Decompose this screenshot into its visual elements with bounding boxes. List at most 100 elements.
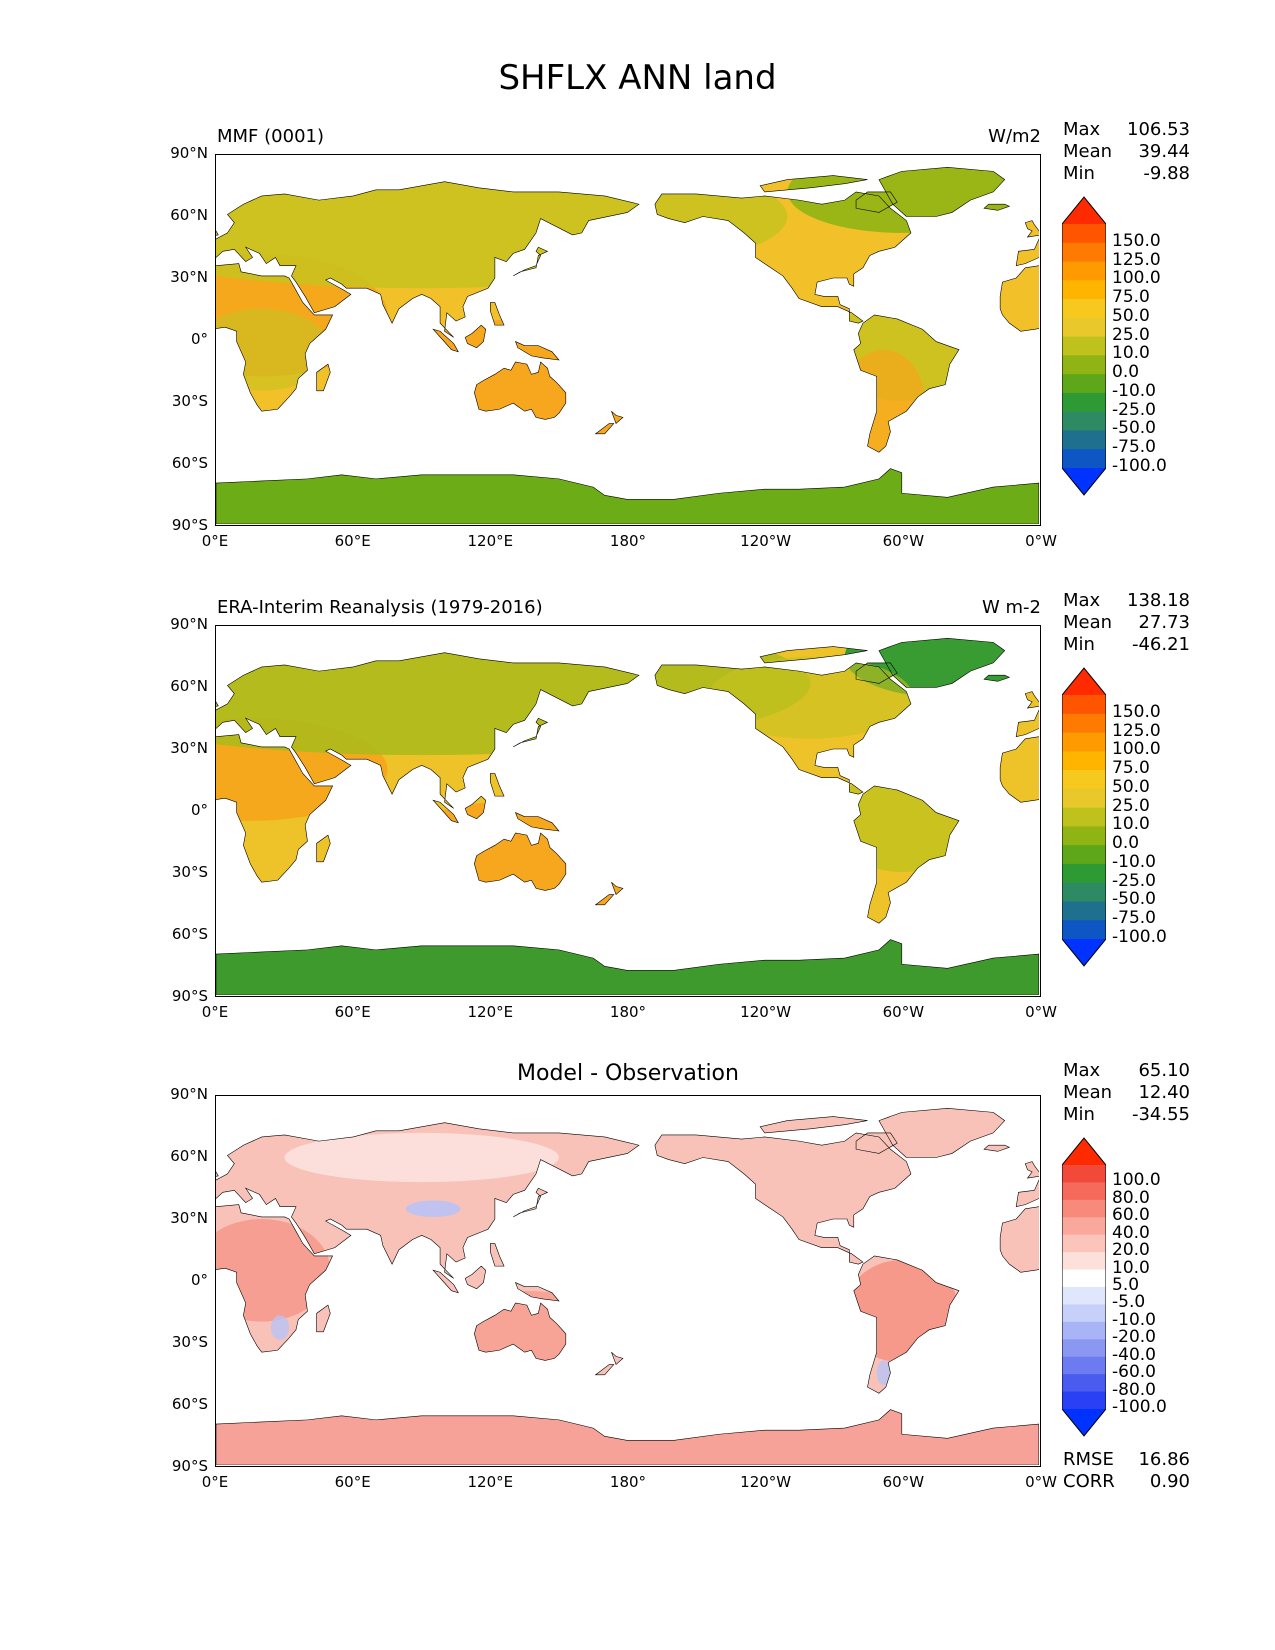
lat-tick-label: 90°N [170,615,208,633]
figure-title: SHFLX ANN land [498,58,777,98]
stat-value: -46.21 [1131,634,1190,655]
colorbar-swatch [1062,713,1106,734]
lat-tick-label: 60°S [171,454,208,472]
colorbar-tick-label: 0.0 [1112,833,1140,854]
colorbar-swatch [1062,280,1106,300]
colorbar-swatch [1062,1391,1106,1410]
lon-tick-label: 0°E [201,1003,229,1021]
stat-label: Max [1063,119,1101,140]
colorbar-swatch [1062,355,1106,375]
stat-label: Min [1063,1104,1095,1125]
colorbar-tick-label: 25.0 [1112,795,1150,816]
colorbar-tick-label: -100.0 [1112,1397,1167,1417]
colorbar-swatch [1062,920,1106,940]
stat-value: 12.40 [1138,1082,1190,1103]
colorbar-tick-label: -20.0 [1112,1327,1156,1348]
colorbar-swatch [1062,392,1106,413]
colorbar-tick-label: 40.0 [1112,1222,1150,1243]
lat-tick-label: 60°S [171,1395,208,1413]
colorbar-swatch [1062,197,1106,224]
lat-tick-label: 30°S [171,392,208,410]
colorbar-swatch [1062,449,1106,469]
panel-units: W/m2 [988,126,1041,147]
stat-value: -9.88 [1143,163,1190,184]
colorbar-swatch [1062,374,1106,394]
colorbar-tick-label: 20.0 [1112,1240,1150,1261]
lon-tick-label: 60°W [882,1473,925,1491]
colorbar-graphic [1061,667,1107,967]
metric-value: 16.86 [1138,1449,1190,1470]
colorbar-tick-label: -75.0 [1112,908,1156,929]
lat-tick-label: 30°S [171,863,208,881]
colorbar-swatch [1062,1321,1106,1340]
lat-tick-label: 60°N [170,677,208,695]
stat-label: Mean [1063,612,1113,633]
colorbar-tick-label: -100.0 [1112,456,1167,476]
coastlines [216,167,1039,524]
lat-tick-label: 30°N [170,268,208,286]
colorbar-swatch [1062,1234,1106,1253]
lon-tick-label: 0°W [1025,1473,1057,1491]
stat-label: Mean [1063,141,1113,162]
stat-label: Min [1063,163,1095,184]
lat-tick-label: 60°S [171,925,208,943]
colorbar-tick-label: 100.0 [1112,1170,1161,1191]
stat-value: 27.73 [1138,612,1190,633]
lat-tick-label: 30°N [170,739,208,757]
colorbar-swatch [1062,1252,1106,1271]
colorbar-tick-label: -10.0 [1112,1309,1156,1330]
lat-tick-label: 90°S [171,516,208,534]
map-svg [216,167,1039,524]
coastlines [216,638,1039,995]
lon-tick-label: 60°E [334,1003,371,1021]
map-plot-area [215,154,1041,526]
metric-label: RMSE [1063,1449,1114,1470]
colorbar-swatch [1062,468,1106,495]
colorbar-tick-label: -25.0 [1112,870,1156,891]
lon-tick-label: 120°W [740,1473,792,1491]
lon-tick-label: 120°W [740,532,792,550]
colorbar-tick-label: -60.0 [1112,1362,1156,1383]
lon-tick-label: 180° [609,532,647,550]
panel-title: ERA-Interim Reanalysis (1979-2016) [217,597,543,618]
panel-title: MMF (0001) [217,126,324,147]
map-plot-area [215,1095,1041,1467]
colorbar-swatch [1062,826,1106,846]
colorbar-tick-label: -100.0 [1112,927,1167,947]
lon-tick-label: 60°W [882,1003,925,1021]
land-field [216,638,1039,995]
colorbar-swatch [1062,242,1106,263]
colorbar-swatch [1062,1287,1106,1306]
colorbar-swatch [1062,1138,1106,1165]
colorbar [1061,667,1107,971]
lat-tick-label: 30°S [171,1333,208,1351]
colorbar [1061,196,1107,500]
colorbar-swatch [1062,732,1106,752]
colorbar-swatch [1062,1304,1106,1323]
colorbar-swatch [1062,668,1106,695]
map-svg [216,638,1039,995]
stat-value: 65.10 [1138,1060,1190,1081]
colorbar-swatch [1062,299,1106,319]
lat-tick-label: 0° [190,1271,208,1289]
colorbar-graphic [1061,1137,1107,1437]
lon-tick-label: 0°W [1025,1003,1057,1021]
land-field [216,1108,1039,1465]
stat-label: Max [1063,590,1101,611]
colorbar-tick-label: 125.0 [1112,249,1161,270]
stat-value: 39.44 [1138,141,1190,162]
stat-value: 106.53 [1127,119,1190,140]
colorbar-tick-label: 125.0 [1112,720,1161,741]
lon-tick-label: 120°E [467,1003,514,1021]
colorbar-tick-label: -25.0 [1112,399,1156,420]
lat-tick-label: 60°N [170,1147,208,1165]
lat-tick-label: 90°N [170,144,208,162]
coastlines [216,1108,1039,1465]
colorbar-swatch [1062,770,1106,790]
colorbar-tick-label: 10.0 [1112,343,1150,364]
lon-tick-label: 60°W [882,532,925,550]
colorbar-tick-label: 75.0 [1112,758,1150,779]
colorbar-tick-label: 0.0 [1112,362,1140,383]
colorbar-swatch [1062,939,1106,966]
colorbar-tick-label: 150.0 [1112,230,1161,251]
